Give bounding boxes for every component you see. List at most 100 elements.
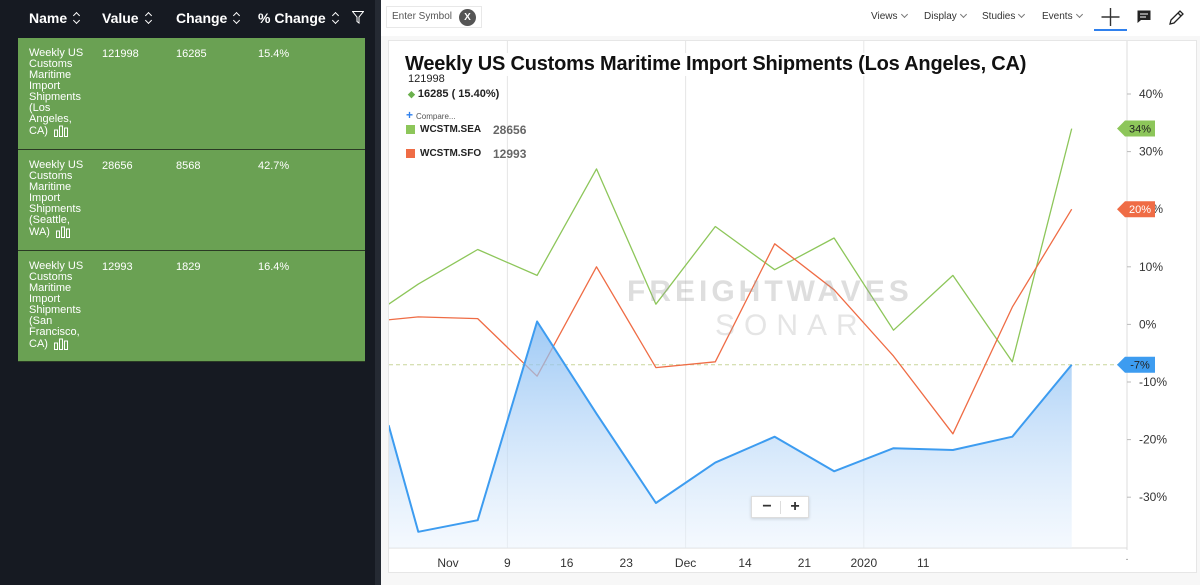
legend-value: 28656 xyxy=(493,122,527,137)
chart-toolbar: X Views Display Studies Events xyxy=(381,0,1200,36)
comment-icon[interactable] xyxy=(1136,9,1152,25)
chevron-down-icon xyxy=(959,10,967,19)
y-tick-label: 40% xyxy=(1139,87,1163,101)
bar-chart-icon[interactable] xyxy=(53,125,68,137)
row-name: Weekly US Customs Maritime Import Shipme… xyxy=(29,159,84,238)
x-tick-label: 9 xyxy=(504,556,511,570)
x-tick-label: 14 xyxy=(738,556,752,570)
compare-label: Compare... xyxy=(416,112,456,121)
table-row[interactable]: Weekly US Customs Maritime Import Shipme… xyxy=(18,38,365,150)
x-tick-label: 21 xyxy=(798,556,812,570)
menu-display[interactable]: Display xyxy=(924,10,967,22)
x-tick-label: 2020 xyxy=(850,556,877,570)
column-header-change[interactable]: Change xyxy=(176,10,241,26)
sort-icon[interactable] xyxy=(332,12,340,24)
x-tick-label: Dec xyxy=(675,556,696,570)
legend-item-sfo[interactable]: WCSTM.SFO 12993 xyxy=(406,147,526,161)
chevron-down-icon xyxy=(1018,10,1026,19)
x-tick-label: 11 xyxy=(917,556,930,570)
series-last-value-tag xyxy=(1117,356,1155,373)
x-tick-label: Nov xyxy=(437,556,458,570)
panel-divider[interactable] xyxy=(375,0,381,585)
legend-item-sea[interactable]: WCSTM.SEA 28656 xyxy=(406,123,526,137)
row-pct-change: 16.4% xyxy=(258,261,290,273)
zoom-in-button[interactable]: + xyxy=(790,498,800,515)
table-row[interactable]: Weekly US Customs Maritime Import Shipme… xyxy=(18,251,365,362)
chart-area[interactable]: 40% 30% 20% 10% 0% -10% -20% -30% Nov 9 16 23 Dec 14 2… xyxy=(388,40,1197,573)
series-last-value-label: 20% xyxy=(1129,204,1151,216)
row-name: Weekly US Customs Maritime Import Shipme… xyxy=(29,260,84,350)
legend-symbol: WCSTM.SEA xyxy=(420,124,482,135)
main-series-change: ◆ 16285 ( 15.40%) xyxy=(408,88,499,100)
column-header-change-label: Change xyxy=(176,10,228,26)
row-value: 28656 xyxy=(102,160,133,172)
clear-symbol-button[interactable]: X xyxy=(459,9,476,26)
chart-canvas[interactable]: 40% 30% 20% 10% 0% -10% -20% -30% Nov 9 16 23 Dec 14 2… xyxy=(389,41,1198,574)
symbol-search: X xyxy=(386,6,482,28)
plus-icon: + xyxy=(406,108,414,122)
zoom-out-button[interactable]: − xyxy=(762,498,772,515)
series-last-value-label: -7% xyxy=(1130,360,1150,372)
x-axis-end-dot: . xyxy=(1126,552,1129,563)
y-tick-label: 0% xyxy=(1139,317,1157,331)
menu-studies[interactable]: Studies xyxy=(982,10,1026,22)
draw-pencil-icon[interactable] xyxy=(1168,9,1185,26)
watchlist-panel: Name Value Change % Change Weekly US Cus… xyxy=(0,0,375,585)
menu-views[interactable]: Views xyxy=(871,10,908,22)
column-header-name[interactable]: Name xyxy=(29,10,81,26)
bar-chart-icon[interactable] xyxy=(55,226,70,238)
y-tick-label: -20% xyxy=(1139,433,1167,447)
y-tick-label: -30% xyxy=(1139,490,1167,504)
column-header-value[interactable]: Value xyxy=(102,10,153,26)
legend-swatch xyxy=(406,125,415,134)
compare-button[interactable]: + Compare... xyxy=(406,108,456,122)
watchlist-rows: Weekly US Customs Maritime Import Shipme… xyxy=(18,38,365,362)
row-value: 121998 xyxy=(102,48,139,60)
series-line-wcstm.sea[interactable] xyxy=(389,128,1073,363)
series-last-value-tag xyxy=(1117,201,1155,218)
main-series-value: 121998 xyxy=(408,73,445,85)
table-row[interactable]: Weekly US Customs Maritime Import Shipme… xyxy=(18,150,365,251)
table-header: Name Value Change % Change xyxy=(18,0,368,38)
watermark-freightwaves: FREIGHTWAVES xyxy=(627,275,913,308)
up-arrow-icon: ◆ xyxy=(408,89,415,99)
sort-icon[interactable] xyxy=(145,12,153,24)
row-value: 12993 xyxy=(102,261,133,273)
y-tick-label: -10% xyxy=(1139,375,1167,389)
chevron-down-icon xyxy=(1075,10,1083,19)
bar-chart-icon[interactable] xyxy=(53,338,68,350)
series-line-wcstm.lax[interactable] xyxy=(389,320,1073,533)
legend-value: 12993 xyxy=(493,146,527,161)
main-series-change-text: 16285 ( 15.40%) xyxy=(417,88,500,100)
chevron-down-icon xyxy=(900,10,908,19)
column-header-pct-change[interactable]: % Change xyxy=(258,10,340,26)
filter-icon[interactable] xyxy=(352,11,364,24)
row-pct-change: 15.4% xyxy=(258,48,290,60)
y-tick-label: 30% xyxy=(1139,145,1163,159)
series-line-wcstm.sfo[interactable] xyxy=(389,208,1073,435)
series-last-value-tag xyxy=(1117,120,1155,137)
zoom-separator xyxy=(780,501,781,514)
row-change: 8568 xyxy=(176,160,201,172)
row-change: 16285 xyxy=(176,48,207,60)
row-change: 1829 xyxy=(176,261,201,273)
watermark-sonar: SONAR xyxy=(715,309,867,342)
crosshair-icon xyxy=(1101,8,1120,26)
menu-display-label: Display xyxy=(924,11,957,22)
symbol-input[interactable] xyxy=(392,11,456,22)
menu-views-label: Views xyxy=(871,11,898,22)
column-header-pct-change-label: % Change xyxy=(258,10,326,26)
sort-icon[interactable] xyxy=(73,12,81,24)
chart-panel: X Views Display Studies Events 40% 30% 20%… xyxy=(381,0,1200,585)
sort-icon[interactable] xyxy=(233,12,241,24)
chart-title: Weekly US Customs Maritime Import Shipme… xyxy=(405,53,1121,76)
x-tick-label: 16 xyxy=(560,556,574,570)
legend-swatch xyxy=(406,149,415,158)
crosshair-button[interactable] xyxy=(1094,4,1127,31)
zoom-control: − + xyxy=(751,496,809,518)
menu-events[interactable]: Events xyxy=(1042,10,1083,22)
series-last-value-label: 34% xyxy=(1129,124,1151,136)
column-header-value-label: Value xyxy=(102,10,139,26)
column-header-name-label: Name xyxy=(29,10,68,26)
y-tick-label: 10% xyxy=(1139,260,1163,274)
